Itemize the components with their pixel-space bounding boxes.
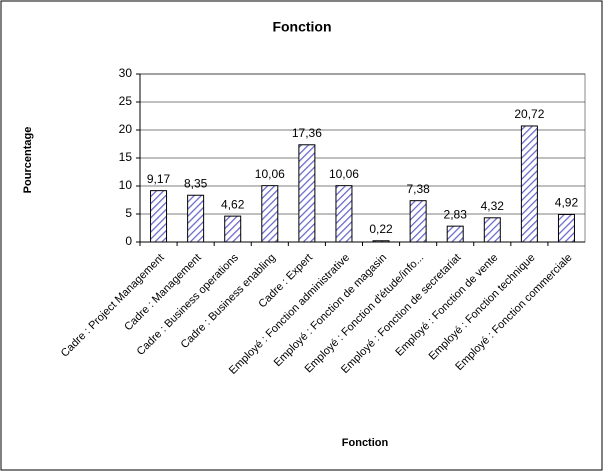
- y-tick-label: 30: [119, 66, 133, 80]
- bar: [150, 190, 168, 243]
- bar: [520, 125, 538, 243]
- value-label: 0,22: [369, 222, 393, 236]
- y-tick-label: 25: [119, 94, 133, 108]
- y-tick-label: 20: [119, 122, 133, 136]
- y-tick-label: 0: [125, 234, 132, 248]
- value-label: 10,06: [329, 167, 359, 181]
- bar: [335, 185, 353, 243]
- value-label: 4,62: [221, 197, 245, 211]
- value-label: 17,36: [292, 126, 322, 140]
- bar: [483, 217, 501, 243]
- value-label: 20,72: [514, 107, 544, 121]
- value-label: 7,38: [406, 182, 430, 196]
- value-label: 2,83: [444, 207, 468, 221]
- bar: [446, 225, 464, 243]
- bar: [298, 144, 316, 243]
- value-label: 9,17: [147, 172, 171, 186]
- bar: [261, 185, 279, 243]
- y-tick-label: 5: [125, 206, 132, 220]
- x-axis-label: Fonction: [342, 437, 389, 449]
- bar: [557, 213, 575, 243]
- y-tick-label: 15: [119, 150, 133, 164]
- y-tick-label: 10: [119, 178, 133, 192]
- y-axis-label: Pourcentage: [22, 127, 34, 194]
- bar: [187, 194, 205, 243]
- value-label: 8,35: [184, 176, 208, 190]
- value-label: 4,32: [481, 199, 505, 213]
- bar: [224, 215, 242, 243]
- value-label: 4,92: [555, 196, 579, 210]
- value-label: 10,06: [255, 167, 285, 181]
- bar: [409, 200, 427, 243]
- chart-title: Fonction: [272, 19, 331, 35]
